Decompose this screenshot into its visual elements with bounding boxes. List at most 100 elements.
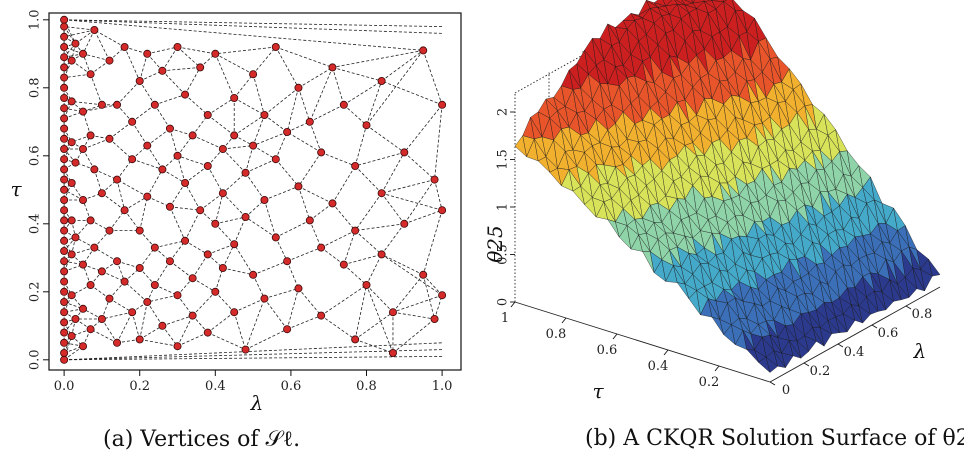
mesh-edge: [422, 50, 443, 105]
vertex-point: [60, 267, 69, 276]
vertex-point: [419, 46, 428, 55]
theta-tick-label: 0: [496, 298, 511, 306]
mesh-edge: [116, 179, 148, 197]
y-axis-label: τ: [10, 177, 22, 201]
surface-facet: [850, 304, 864, 324]
mesh-edge: [154, 240, 186, 248]
vertex-point: [196, 206, 205, 215]
vertex-point: [60, 73, 69, 82]
vertex-point: [158, 165, 167, 174]
mesh-edge: [63, 19, 76, 44]
vertex-point: [158, 321, 167, 330]
mesh-edge: [434, 179, 443, 211]
mesh-edge: [245, 216, 277, 238]
mesh-edge: [252, 274, 265, 299]
mesh-edge: [116, 80, 141, 106]
mesh-edge: [116, 179, 125, 211]
vertex-point: [377, 250, 386, 259]
y-tick-label: 0.8: [28, 77, 43, 98]
vertex-point: [79, 195, 88, 204]
mesh-edge: [192, 114, 209, 136]
x-tick-label: 1.0: [432, 379, 453, 394]
vertex-point: [67, 291, 76, 300]
mesh-edge: [252, 260, 288, 276]
vertex-point: [400, 148, 409, 157]
vertex-point: [60, 53, 69, 62]
mesh-edge: [252, 46, 277, 75]
mesh-edge: [309, 121, 322, 153]
mesh-edge: [154, 284, 178, 296]
vertex-point: [120, 206, 129, 215]
vertex-point: [71, 314, 80, 323]
vertex-points: [60, 15, 447, 364]
vertex-point: [67, 138, 76, 147]
tau-tick-label: 0.6: [597, 343, 618, 358]
box-edge: [769, 286, 941, 383]
vertex-point: [430, 314, 439, 323]
vertex-point: [196, 63, 205, 72]
vertex-point: [135, 77, 144, 86]
mesh-edge: [177, 46, 216, 55]
vertex-point: [60, 185, 69, 194]
mesh-edge: [245, 328, 288, 350]
mesh-edge: [64, 19, 443, 27]
vertex-point: [143, 141, 152, 150]
panel-a: 0.0 0.2 0.4 0.6 0.8 1.0 0.00.20.40.60.81.0 λ …: [10, 9, 462, 415]
mesh-edge: [366, 50, 424, 126]
vertex-point: [79, 49, 88, 58]
mesh-edge: [392, 311, 435, 320]
mesh-edge: [286, 315, 322, 330]
vertex-point: [294, 182, 303, 191]
mesh-edge: [184, 67, 201, 95]
mesh-edge: [147, 294, 178, 303]
mesh-edge: [264, 298, 288, 330]
vertex-point: [105, 226, 114, 235]
mesh-edge: [192, 277, 216, 293]
vertex-point: [438, 100, 447, 109]
mesh-edge: [233, 312, 246, 350]
vertex-point: [283, 325, 292, 334]
mesh-edge: [381, 192, 443, 211]
surface-facet: [804, 335, 817, 353]
mesh-edge: [207, 148, 224, 167]
vertex-point: [97, 100, 106, 109]
mesh-edge: [214, 53, 235, 99]
vertex-point: [283, 127, 292, 136]
vertex-point: [150, 280, 159, 289]
mesh-edge: [233, 73, 254, 99]
mesh-edge: [82, 29, 95, 54]
mesh-edge: [82, 53, 91, 75]
vertex-point: [135, 335, 144, 344]
mesh-edge: [207, 311, 235, 333]
mesh-edge: [264, 288, 299, 299]
vertex-point: [211, 287, 220, 296]
mesh-edge: [93, 169, 103, 194]
vertex-point: [260, 111, 269, 120]
mesh-edge: [298, 288, 322, 316]
vertex-point: [260, 195, 269, 204]
tau-tick-mark: [561, 317, 567, 324]
y-tick-label: 0.0: [28, 349, 43, 370]
mesh-edge: [139, 339, 178, 347]
mesh-edge: [124, 281, 148, 303]
vertex-point: [60, 257, 69, 266]
mesh-edge: [355, 152, 405, 167]
tau-tick-mark: [714, 365, 720, 372]
vertex-point: [105, 134, 114, 143]
vertex-point: [60, 308, 69, 317]
mesh-edge: [381, 179, 435, 194]
mesh-edge: [177, 277, 193, 296]
mesh-edge: [381, 80, 443, 106]
mesh-edge: [286, 121, 310, 133]
vertex-point: [203, 328, 212, 337]
mesh-edge: [286, 288, 299, 330]
vertex-point: [165, 202, 174, 211]
mesh-edge: [215, 53, 254, 75]
vertex-point: [60, 297, 69, 306]
y-tick-label: 1.0: [28, 9, 43, 30]
mesh-edge: [320, 284, 367, 316]
surface-facet: [912, 268, 925, 292]
surface-facet: [773, 350, 786, 368]
vertex-point: [271, 233, 280, 242]
mesh-edge: [207, 332, 246, 350]
